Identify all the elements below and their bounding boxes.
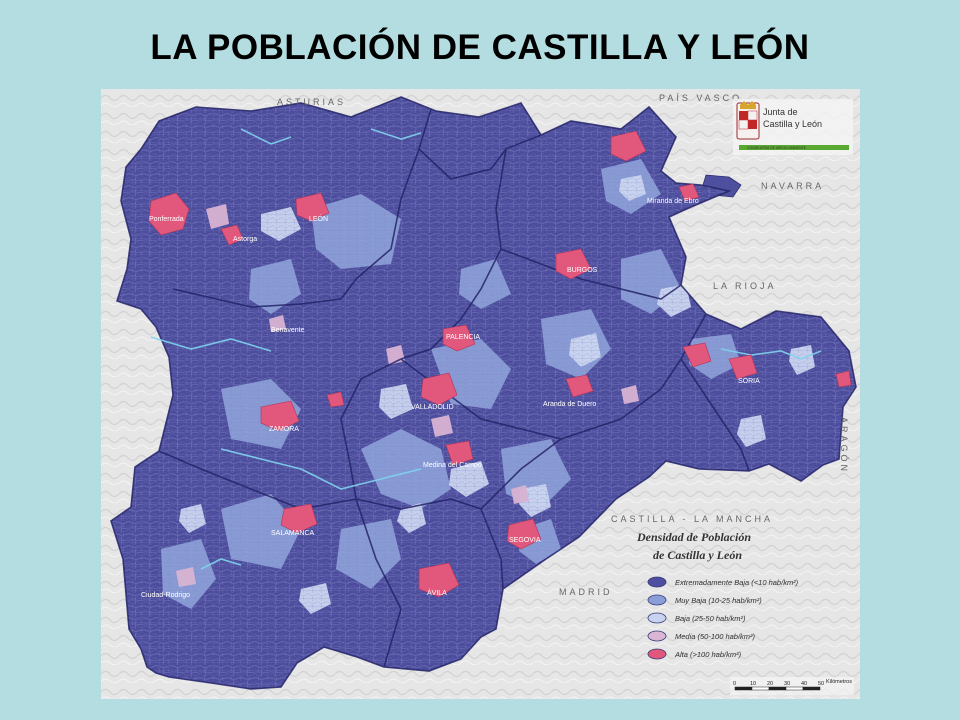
city-valladolid: VALLADOLID <box>411 404 454 411</box>
scale-tick-label: 20 <box>767 681 773 687</box>
city-zamora: ZAMORA <box>269 426 299 433</box>
city-medina: Medina del Campo <box>423 462 482 469</box>
alta-density-areas <box>148 130 852 598</box>
city-avila: ÁVILA <box>427 588 447 597</box>
legend-title-line2: de Castilla y León <box>653 548 742 562</box>
legend-label: Muy Baja (10-25 hab/km²) <box>675 596 762 605</box>
legend-item: Alta (>100 hab/km²) <box>647 648 742 660</box>
city-astorga: Astorga <box>233 236 257 243</box>
city-labels: Ponferrada Astorga LEÓN Benavente PALENC… <box>141 198 760 599</box>
neighbour-la-rioja: LA RIOJA <box>713 281 777 291</box>
neighbour-pais-vasco: PAÍS VASCO <box>659 93 742 103</box>
map-legend: Densidad de Población de Castilla y León… <box>636 530 799 660</box>
legend-swatch <box>647 612 667 624</box>
legend-item: Baja (25-50 hab/km²) <box>647 612 746 624</box>
province-boundaries <box>110 96 857 690</box>
scale-segment <box>734 686 753 691</box>
legend-title-line1: Densidad de Población <box>636 530 751 544</box>
legend-swatch <box>647 648 667 660</box>
scale-bar: 0 10 20 30 40 50 Kilómetros <box>730 677 854 695</box>
scale-segment <box>785 686 804 691</box>
city-leon: LEÓN <box>309 214 328 223</box>
rivers <box>150 128 822 570</box>
legend-label: Baja (25-50 hab/km²) <box>675 614 746 623</box>
legend-swatch <box>647 594 667 606</box>
legend-item: Muy Baja (10-25 hab/km²) <box>647 594 762 606</box>
scale-tick-label: 0 <box>733 681 736 687</box>
legend-label: Media (50-100 hab/km²) <box>675 632 756 641</box>
legend-swatch <box>647 630 667 642</box>
city-segovia: SEGOVIA <box>509 537 541 544</box>
neighbour-labels: ASTURIAS PAÍS VASCO NAVARRA LA RIOJA CAS… <box>277 93 849 597</box>
scale-unit: Kilómetros <box>826 679 852 685</box>
scale-segment <box>802 686 821 691</box>
slide-title: LA POBLACIÓN DE CASTILLA Y LEÓN <box>150 28 810 67</box>
neighbour-navarra: NAVARRA <box>761 181 824 191</box>
city-soria: SORIA <box>738 378 760 385</box>
logo-line1: Junta de <box>763 107 798 117</box>
city-ponferrada: Ponferrada <box>149 216 184 223</box>
neighbour-aragon: ARAGÓN <box>839 417 849 474</box>
city-burgos: BURGOS <box>567 267 598 274</box>
city-benavente: Benavente <box>271 327 305 334</box>
neighbour-madrid: MADRID <box>559 587 613 597</box>
population-density-map: ASTURIAS PAÍS VASCO NAVARRA LA RIOJA CAS… <box>101 89 860 699</box>
logo-subline: CONSEJERÍA DE MEDIO AMBIENTE <box>747 146 807 150</box>
legend-item: Extremadamente Baja (<10 hab/km²) <box>647 576 799 588</box>
scale-tick-label: 40 <box>801 681 807 687</box>
city-salamanca: SALAMANCA <box>271 530 315 537</box>
logo-line2: Castilla y León <box>763 119 822 129</box>
legend-item: Media (50-100 hab/km²) <box>647 630 756 642</box>
media-patches <box>176 204 639 587</box>
junta-logo: Junta de Castilla y León CONSEJERÍA DE M… <box>733 99 853 155</box>
scale-tick-label: 50 <box>818 681 824 687</box>
scale-segment <box>768 686 787 691</box>
neighbour-castilla-la-mancha: CASTILLA - LA MANCHA <box>611 514 773 524</box>
scale-segment <box>751 686 770 691</box>
legend-swatch <box>647 576 667 588</box>
legend-label: Extremadamente Baja (<10 hab/km²) <box>675 578 799 587</box>
scale-tick-label: 10 <box>750 681 756 687</box>
coat-of-arms-icon <box>736 101 760 140</box>
city-ciudad-rodrigo: Ciudad-Rodrigo <box>141 592 190 599</box>
legend-label: Alta (>100 hab/km²) <box>674 650 742 659</box>
city-aranda: Aranda de Duero <box>543 401 596 408</box>
city-palencia: PALENCIA <box>446 334 480 341</box>
scale-tick-label: 30 <box>784 681 790 687</box>
city-miranda: Miranda de Ebro <box>647 198 699 205</box>
neighbour-asturias: ASTURIAS <box>277 97 346 107</box>
